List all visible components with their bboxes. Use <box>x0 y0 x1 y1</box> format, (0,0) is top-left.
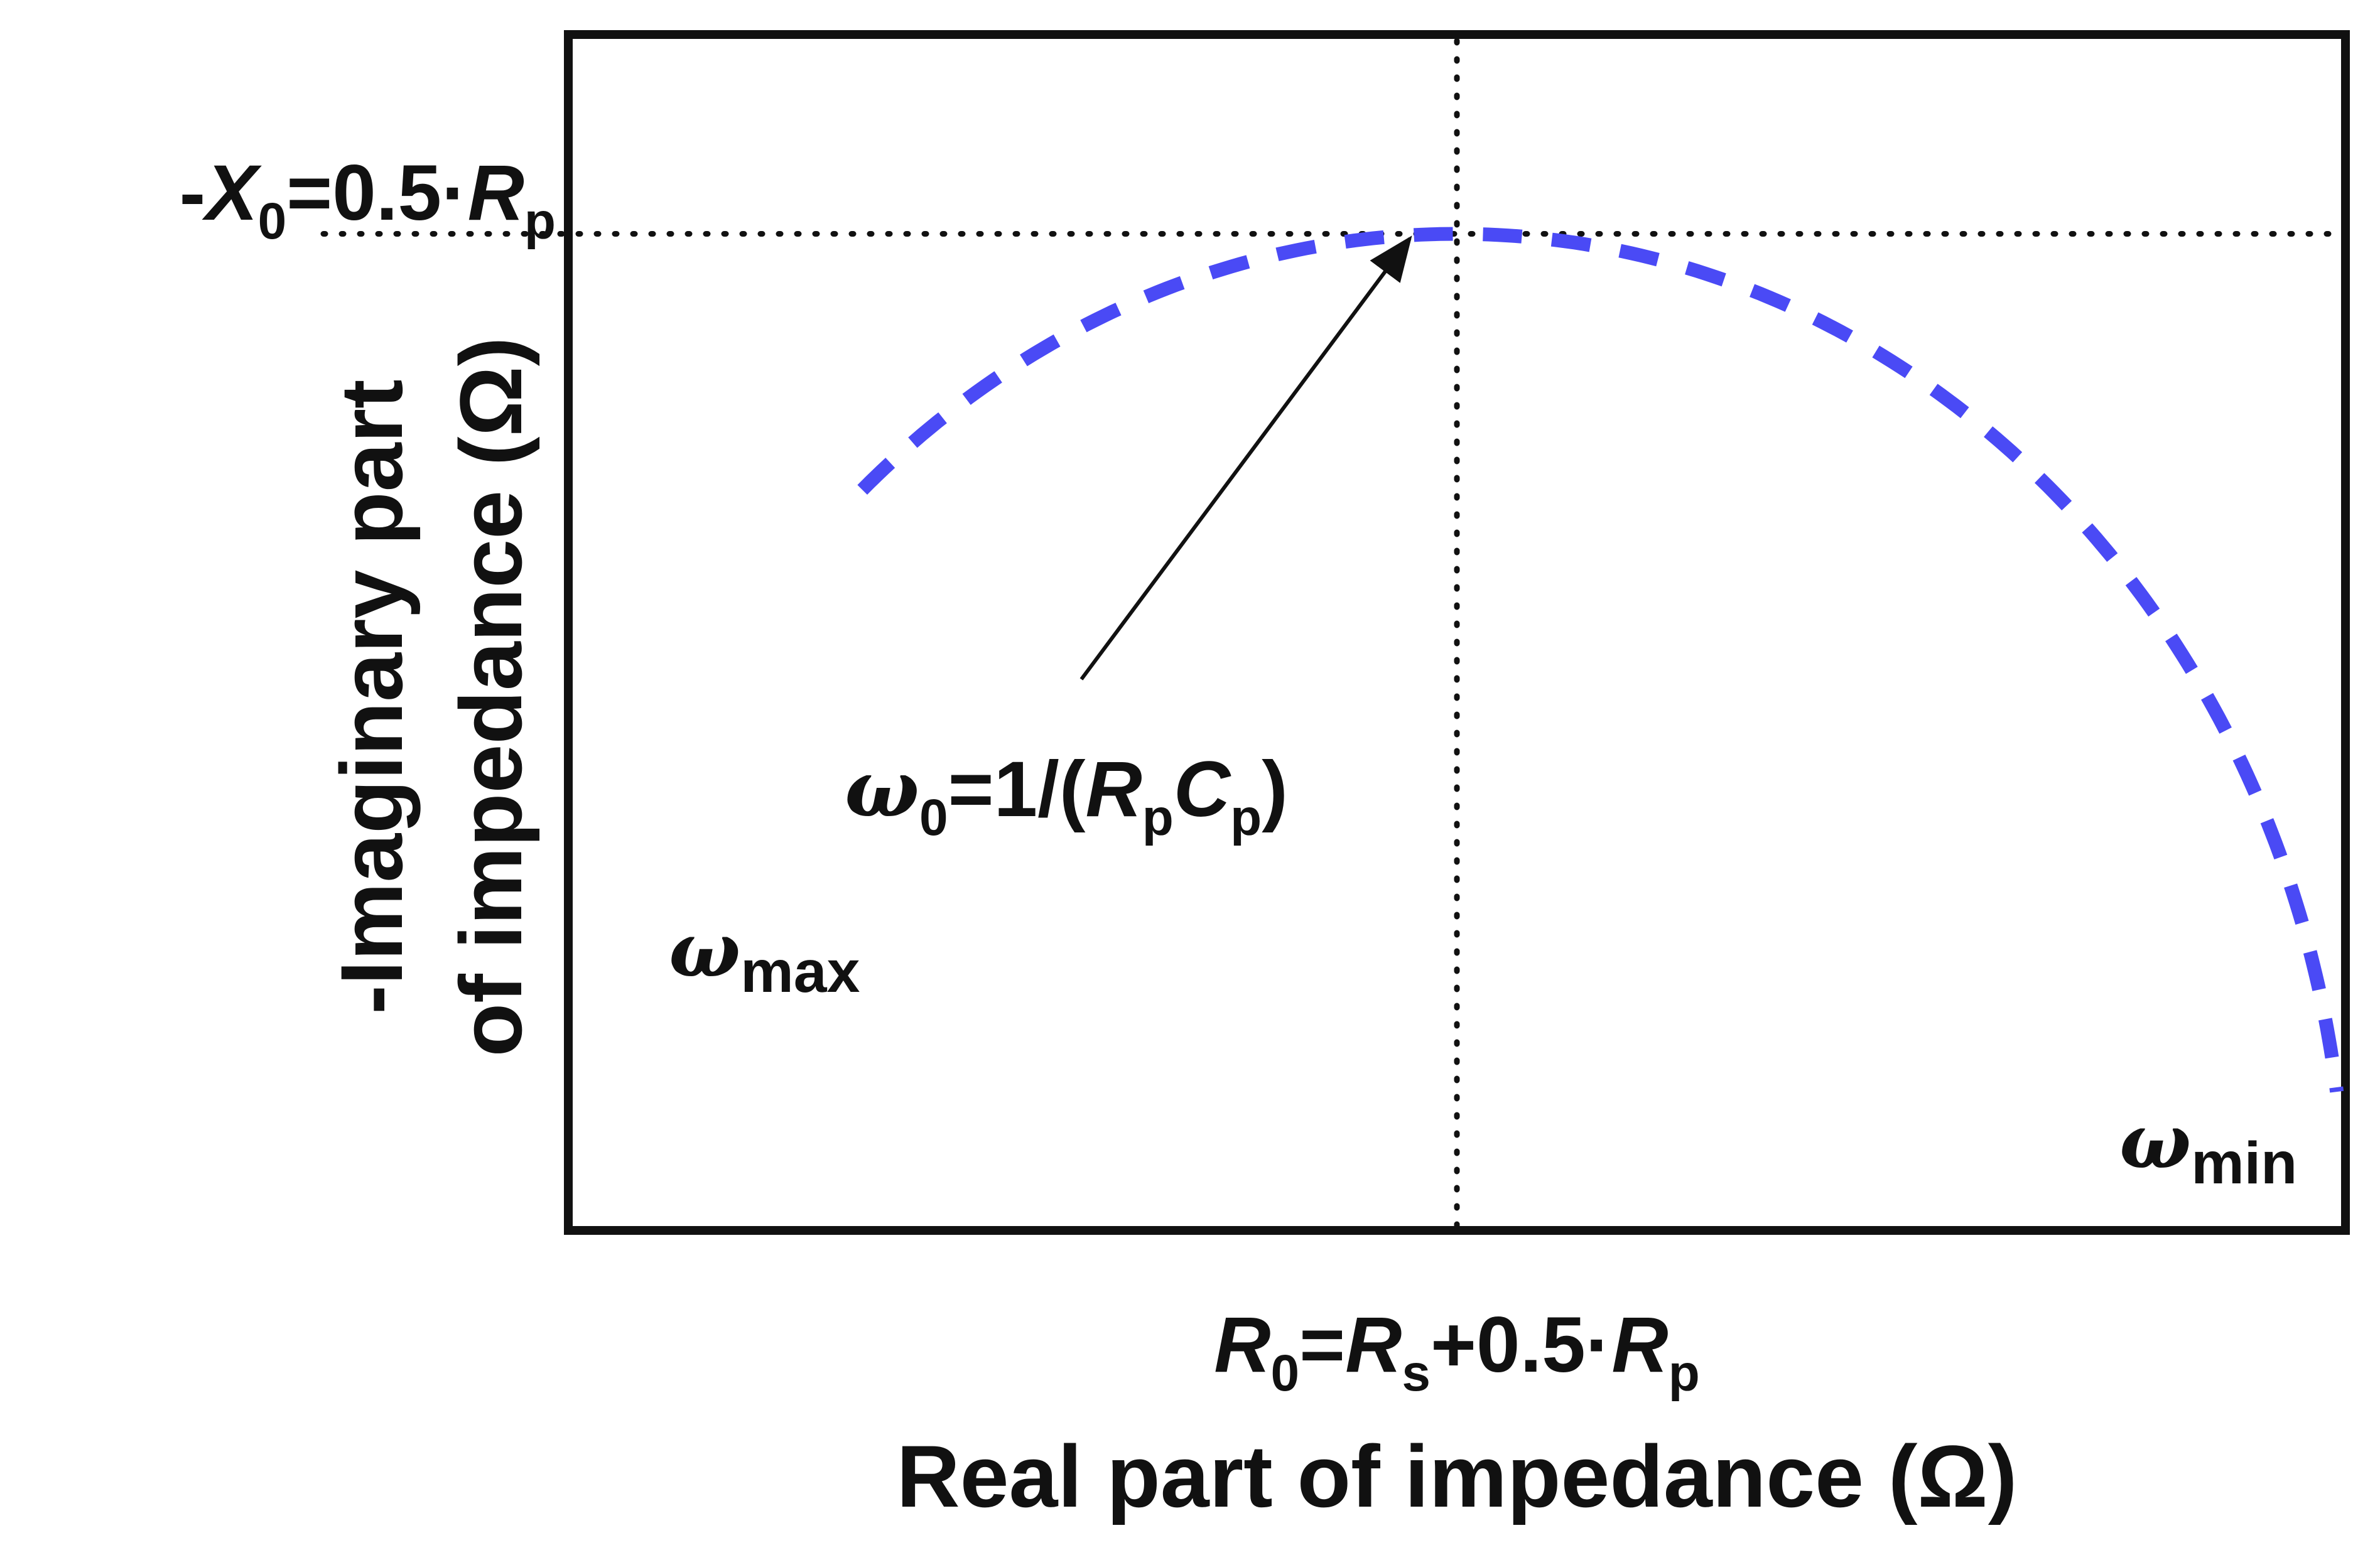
peak-frequency-annotation: ω0=1/(RpCp) <box>845 743 1288 846</box>
y-axis-label-line1: -Imaginary part <box>322 379 421 1014</box>
nyquist-arc-series <box>857 227 2344 1093</box>
omega-min-label: ωmin <box>2119 1097 2297 1197</box>
y-axis-label: -Imaginary part of impedance (Ω) <box>322 337 540 1057</box>
omega-max-label: ωmax <box>669 906 860 1005</box>
x-axis-label: Real part of impedance (Ω) <box>897 1427 2018 1525</box>
y-axis-label-line2: of impedance (Ω) <box>441 337 540 1057</box>
annotation-arrow <box>1079 235 1412 681</box>
x-tick-label: R0=Rs+0.5·Rp <box>1214 1301 1700 1402</box>
y-tick-label: -X0=0.5·Rp <box>180 149 556 250</box>
plot-frame <box>564 30 2350 1235</box>
